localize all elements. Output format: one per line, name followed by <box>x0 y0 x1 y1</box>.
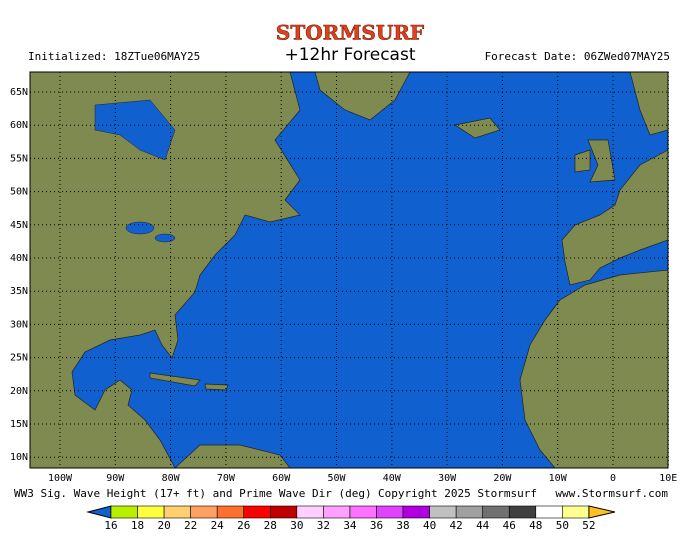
lat-label: 35N <box>10 286 28 297</box>
legend-swatch <box>137 505 165 519</box>
lon-label: 100W <box>48 473 73 484</box>
lon-label: 80W <box>162 473 181 484</box>
europe <box>561 149 669 286</box>
legend-label: 30 <box>290 519 303 532</box>
lon-label: 10E <box>659 473 677 484</box>
logo: STORMSURF <box>276 21 424 45</box>
legend-label: 20 <box>157 519 170 532</box>
forecast-title: +12hr Forecast <box>285 45 416 65</box>
lon-label: 50W <box>327 473 346 484</box>
initialized: Initialized: 18ZTue06MAY25 <box>28 50 200 63</box>
legend-swatch <box>455 505 483 519</box>
great-lake <box>125 221 155 235</box>
legend-label: 46 <box>503 519 516 532</box>
legend-label: 42 <box>450 519 463 532</box>
legend-label: 28 <box>264 519 277 532</box>
great-lake <box>154 233 176 243</box>
legend-swatch <box>349 505 377 519</box>
lon-label: 60W <box>272 473 291 484</box>
lon-label: 10W <box>549 473 568 484</box>
legend-label: 52 <box>582 519 595 532</box>
legend-swatch <box>482 505 510 519</box>
map-frame <box>29 71 669 469</box>
lat-label: 10N <box>10 452 28 463</box>
cuba <box>149 372 201 387</box>
legend-swatch <box>269 505 298 519</box>
legend-high-arrow <box>588 505 616 519</box>
legend-low-arrow <box>86 505 112 519</box>
legend-label: 24 <box>211 519 225 532</box>
map <box>29 71 669 469</box>
legend-swatch <box>402 505 430 519</box>
legend-swatch <box>323 505 351 519</box>
lon-label: 70W <box>217 473 236 484</box>
lat-label: 20N <box>10 386 28 397</box>
legend-swatch <box>376 505 404 519</box>
lat-label: 40N <box>10 253 28 264</box>
legend-swatch <box>535 505 563 519</box>
legend-label: 48 <box>529 519 542 532</box>
legend-swatch <box>216 505 245 519</box>
forecast-date: Forecast Date: 06ZWed07MAY25 <box>485 50 670 63</box>
legend-label: 18 <box>131 519 144 532</box>
legend-label: 34 <box>343 519 357 532</box>
lon-label: 0 <box>610 473 616 484</box>
url: www.Stormsurf.com <box>555 487 668 500</box>
legend-swatch <box>429 505 457 519</box>
legend-swatch <box>562 505 590 519</box>
lat-label: 50N <box>10 187 28 198</box>
legend-label: 16 <box>104 519 117 532</box>
legend-label: 26 <box>237 519 250 532</box>
lat-label: 25N <box>10 353 28 364</box>
legend-swatch <box>296 505 324 519</box>
lon-label: 30W <box>438 473 457 484</box>
legend-label: 22 <box>184 519 197 532</box>
lat-label: 65N <box>10 87 28 98</box>
legend: 16 18 20 22 24 26 28 30 32 34 36 38 40 42 44 46 48 50 52 <box>86 505 616 532</box>
legend-label: 50 <box>556 519 569 532</box>
legend-swatch <box>190 505 218 519</box>
north-america <box>29 71 301 469</box>
iceland <box>454 117 501 139</box>
lat-label: 45N <box>10 220 28 231</box>
legend-swatch <box>163 505 191 519</box>
legend-swatch <box>243 505 271 519</box>
lat-label: 55N <box>10 153 28 164</box>
legend-label: 32 <box>317 519 330 532</box>
footer-left: WW3 Sig. Wave Height (17+ ft) and Prime … <box>14 487 372 500</box>
lon-label: 40W <box>383 473 402 484</box>
lat-label: 15N <box>10 419 28 430</box>
legend-label: 38 <box>396 519 409 532</box>
lat-label: 30N <box>10 319 28 330</box>
ireland <box>574 149 591 173</box>
hudson-bay <box>94 99 176 161</box>
copyright: Copyright 2025 Stormsurf <box>378 487 537 500</box>
legend-swatch <box>508 505 537 519</box>
legend-label: 40 <box>423 519 436 532</box>
hispaniola <box>204 383 229 391</box>
legend-swatch <box>110 505 138 519</box>
lon-label: 20W <box>493 473 512 484</box>
lat-label: 60N <box>10 120 28 131</box>
legend-label: 36 <box>370 519 383 532</box>
legend-label: 44 <box>476 519 490 532</box>
lon-label: 90W <box>106 473 125 484</box>
britain <box>587 139 616 183</box>
